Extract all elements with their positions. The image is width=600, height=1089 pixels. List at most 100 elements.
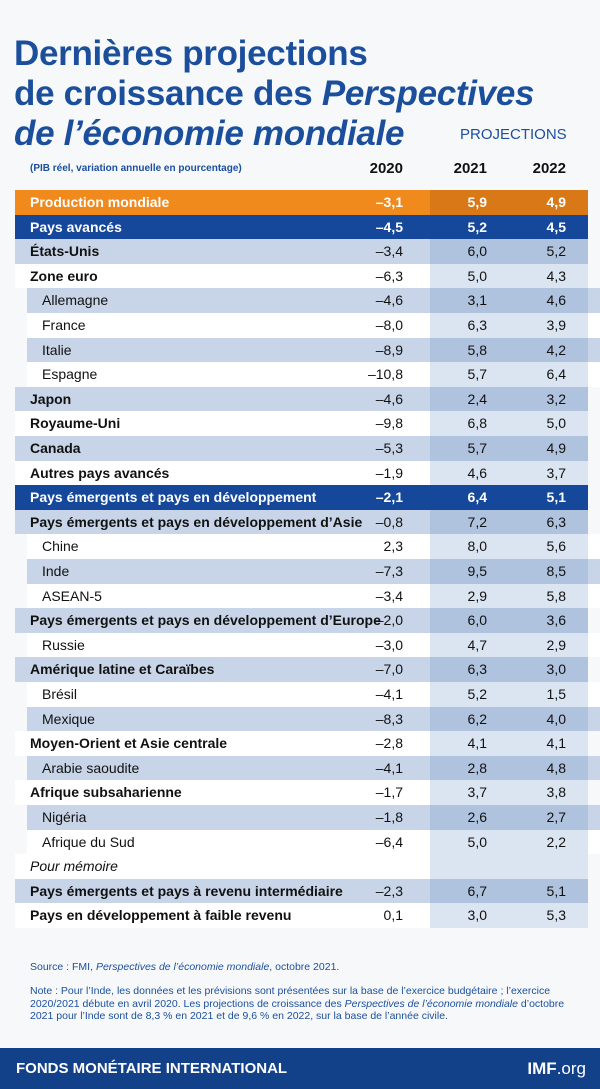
value: 3,7 <box>546 464 566 481</box>
table-row: Pays émergents et pays en développement … <box>15 509 588 535</box>
title: de l’économie mondiale <box>14 114 404 154</box>
table-row: Autres pays avancés –1,9 4,6 3,7 <box>15 460 588 486</box>
value: 4,9 <box>546 194 566 210</box>
column-header: 2021 <box>453 160 487 177</box>
row-label: Pays émergents et pays en développement … <box>30 612 381 629</box>
row-label: Mexique <box>42 710 95 727</box>
value: –4,6 <box>375 390 403 407</box>
value: 2,3 <box>383 538 403 555</box>
value: 4,3 <box>546 267 566 284</box>
value: –1,9 <box>375 464 403 481</box>
table-row: Pays en développement à faible revenu 0,1… <box>15 903 588 928</box>
table-row: Pays émergents et pays en développement –… <box>15 485 588 510</box>
projection-shade <box>430 878 588 904</box>
row-label: Production mondiale <box>30 194 170 210</box>
value: 5,1 <box>546 489 566 506</box>
value: 6,3 <box>467 317 487 333</box>
table-row: Russie –3,0 4,7 2,9 <box>15 632 600 658</box>
value: 5,6 <box>546 538 566 555</box>
value: –10,8 <box>367 366 403 383</box>
row-label: Canada <box>30 440 81 456</box>
value: –0,8 <box>375 513 403 530</box>
value: 3,9 <box>546 317 566 333</box>
value: 5,8 <box>467 341 487 358</box>
value: 6,0 <box>467 612 487 629</box>
value: 5,7 <box>467 440 487 456</box>
row-label: Pays émergents et pays en développement … <box>30 513 363 530</box>
value: 5,0 <box>546 415 566 432</box>
value: 5,8 <box>546 587 566 604</box>
note-text: Perspectives de l’économie mondiale <box>344 997 518 1010</box>
projection-shade <box>430 780 588 805</box>
value: 2,9 <box>467 587 487 604</box>
row-label: ASEAN-5 <box>42 587 102 604</box>
value: 3,8 <box>546 784 566 801</box>
site-text: IMF <box>527 1059 557 1078</box>
projection-shade <box>430 190 588 215</box>
value: 4,6 <box>467 464 487 481</box>
value: 3,6 <box>546 612 566 629</box>
row-label: Arabie saoudite <box>42 759 140 776</box>
value: 5,2 <box>546 243 566 260</box>
value: 4,0 <box>546 710 566 727</box>
value: 6,2 <box>467 710 487 727</box>
value: –2,0 <box>375 612 403 629</box>
value: –1,8 <box>375 809 403 825</box>
value: 0,1 <box>383 907 403 924</box>
projection-shade <box>430 313 588 338</box>
note-text: d’octobre 2021 pour l’Inde sont de 8,3 %… <box>30 997 565 1023</box>
column-header: 2020 <box>369 160 403 177</box>
row-label: Pays en développement à faible revenu <box>30 907 292 924</box>
value: –7,0 <box>375 661 403 678</box>
org-name: FONDS MONÉTAIRE INTERNATIONAL <box>16 1060 288 1077</box>
title: de croissance des Perspectives <box>14 74 535 114</box>
value: 2,7 <box>546 809 566 825</box>
title-italic: Perspectives <box>321 74 535 113</box>
value: –7,3 <box>375 563 403 579</box>
value: 2,4 <box>467 390 487 407</box>
value: 4,2 <box>546 341 566 358</box>
footer: FONDS MONÉTAIRE INTERNATIONAL IMF.org <box>0 1048 600 1089</box>
value: –5,3 <box>375 440 403 456</box>
note: Note : Pour l’Inde, les données et les p… <box>30 985 575 1023</box>
table-row: Espagne –10,8 5,7 6,4 <box>15 362 600 387</box>
value: –2,8 <box>375 735 403 752</box>
value: 6,8 <box>467 415 487 432</box>
value: 4,1 <box>546 735 566 752</box>
value: 5,1 <box>546 882 566 899</box>
table-row: États-Unis –3,4 6,0 5,2 <box>15 239 588 264</box>
projection-shade <box>430 239 588 264</box>
table-row: France –8,0 6,3 3,9 <box>15 313 600 338</box>
row-label: Afrique du Sud <box>42 833 135 850</box>
value: 4,7 <box>467 636 487 653</box>
site[interactable]: IMF.org <box>527 1059 586 1079</box>
row-label: Japon <box>30 390 72 407</box>
row-label: Royaume-Uni <box>30 415 121 432</box>
table-row: Inde –7,3 9,5 8,5 <box>15 559 600 584</box>
table-row: Afrique du Sud –6,4 5,0 2,2 <box>15 829 600 855</box>
projection-shade <box>430 509 588 535</box>
table-row: Allemagne –4,6 3,1 4,6 <box>15 288 600 313</box>
title: de croissance des <box>14 74 322 113</box>
row-label: Chine <box>42 538 79 555</box>
value: 4,9 <box>546 440 566 456</box>
projection-shade <box>430 682 588 707</box>
value: –6,4 <box>375 833 403 850</box>
value: 2,6 <box>467 809 487 825</box>
projection-shade <box>430 288 588 313</box>
projection-shade <box>430 583 588 609</box>
row-label: États-Unis <box>30 243 100 260</box>
projection-shade <box>430 854 588 879</box>
value: 3,1 <box>467 292 487 309</box>
value: 6,7 <box>467 882 487 899</box>
value: 8,5 <box>546 563 566 579</box>
table-row: Royaume-Uni –9,8 6,8 5,0 <box>15 411 588 436</box>
table-row: Pays émergents et pays à revenu interméd… <box>15 878 588 904</box>
value: –3,1 <box>375 194 403 210</box>
value: –2,3 <box>375 882 403 899</box>
value: –8,3 <box>375 710 403 727</box>
source-text: Perspectives de l’économie mondiale <box>95 961 270 973</box>
value: –4,6 <box>375 292 403 309</box>
source-text: Source : FMI, <box>30 961 96 973</box>
